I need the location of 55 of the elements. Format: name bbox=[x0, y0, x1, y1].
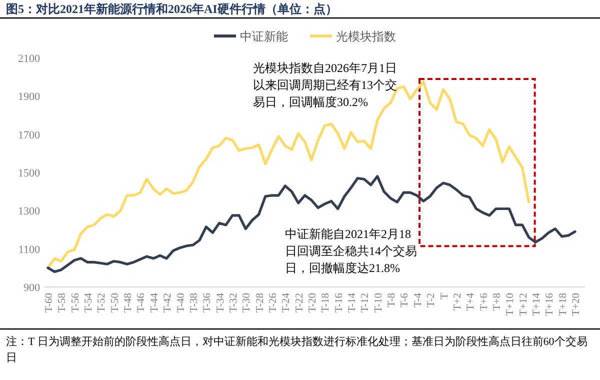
x-tick-label: T-18 bbox=[320, 293, 332, 312]
x-tick-label: T-60 bbox=[44, 293, 55, 312]
x-tick-label: T+12 bbox=[518, 293, 530, 316]
x-tick-label: T+6 bbox=[478, 293, 490, 311]
x-tick-label: T-4 bbox=[412, 292, 424, 308]
x-tick-label: T+18 bbox=[558, 293, 569, 316]
x-tick-label: T-38 bbox=[188, 293, 200, 312]
x-tick-label: T+2 bbox=[452, 293, 464, 311]
x-tick-label: T-54 bbox=[84, 292, 95, 312]
legend-label: 光模块指数 bbox=[336, 30, 396, 44]
x-tick-label: T-40 bbox=[176, 293, 187, 312]
annotation: 注：T 日为调整开始前的阶段性高点日，对中证新能和光模块指数进行标准化处理；基准日为阶段性高点日往前60个交易日 bbox=[6, 334, 588, 366]
y-tick-label: 1900 bbox=[18, 91, 40, 104]
x-tick-label: T-20 bbox=[308, 293, 318, 312]
legend-label: 中证新能 bbox=[240, 30, 288, 44]
x-tick-label: T-2 bbox=[426, 293, 438, 308]
x-tick-label: T-32 bbox=[228, 293, 240, 312]
x-tick-label: T-14 bbox=[347, 292, 358, 312]
x-tick-label: T-28 bbox=[254, 293, 266, 312]
x-tick-label: T+16 bbox=[544, 293, 556, 316]
annotation: 光模块指数自2026年7月1日以来回调周期已经有13个交易日，回调幅度30.2% bbox=[253, 60, 398, 111]
x-tick-label: T-42 bbox=[162, 293, 174, 312]
x-tick-label: T-12 bbox=[360, 293, 372, 312]
x-tick-label: T+10 bbox=[505, 293, 516, 316]
x-tick-label: T-26 bbox=[268, 293, 279, 312]
x-tick-label: T-44 bbox=[149, 292, 160, 312]
y-tick-label: 1700 bbox=[18, 129, 40, 142]
y-tick-label: 1100 bbox=[18, 244, 40, 256]
y-tick-label: 1300 bbox=[18, 206, 40, 218]
x-tick-label: T+14 bbox=[531, 292, 542, 316]
x-tick-label: T-6 bbox=[400, 293, 411, 308]
x-tick-label: T+8 bbox=[492, 293, 503, 311]
x-tick-label: T-56 bbox=[70, 293, 82, 312]
x-tick-label: T-10 bbox=[373, 293, 384, 312]
x-tick-label: T bbox=[439, 292, 450, 300]
y-tick-label: 1500 bbox=[18, 168, 40, 180]
x-tick-label: T-36 bbox=[202, 293, 214, 312]
x-tick-label: T-30 bbox=[242, 293, 253, 312]
y-tick-label: 2100 bbox=[18, 53, 40, 65]
annotation: 中证新能自2021年2月18日回调至企稳共14个交易日，回撤幅度达21.8% bbox=[285, 226, 418, 277]
x-tick-label: T-50 bbox=[110, 293, 121, 312]
x-tick-label: T-22 bbox=[294, 293, 306, 312]
x-tick-label: T-16 bbox=[334, 293, 345, 312]
x-tick-label: T-52 bbox=[96, 293, 108, 312]
x-tick-label: T-8 bbox=[386, 293, 398, 308]
x-tick-label: T+4 bbox=[466, 292, 477, 311]
y-tick-label: 900 bbox=[24, 282, 40, 294]
title: 图5：对比2021年新能源行情和2026年AI硬件行情（单位：点） bbox=[6, 1, 338, 18]
x-tick-label: T-24 bbox=[281, 292, 292, 312]
x-tick-label: T-48 bbox=[123, 293, 134, 312]
x-tick-label: T-34 bbox=[215, 292, 226, 312]
line-series bbox=[46, 175, 576, 274]
x-tick-label: T-58 bbox=[57, 293, 68, 312]
x-tick-label: T+20 bbox=[571, 293, 582, 316]
x-tick-label: T-46 bbox=[136, 293, 148, 312]
